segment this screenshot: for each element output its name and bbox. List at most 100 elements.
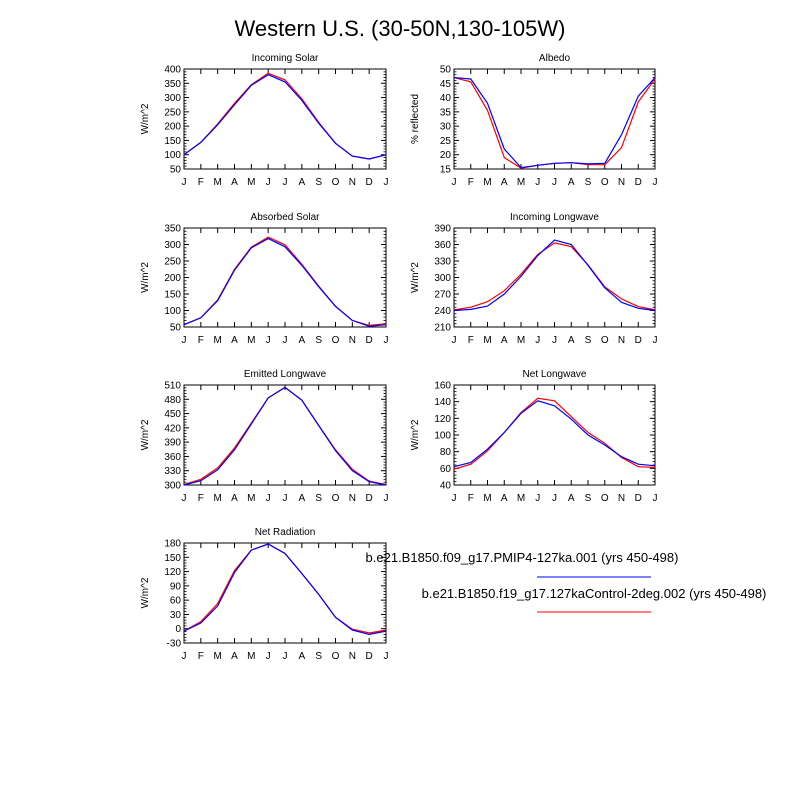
x-tick-label: J bbox=[283, 651, 288, 662]
x-tick-label: S bbox=[315, 177, 322, 188]
y-tick-label: 200 bbox=[164, 122, 181, 133]
y-tick-label: 300 bbox=[434, 273, 451, 284]
x-tick-label: M bbox=[213, 651, 221, 662]
x-tick-label: N bbox=[349, 651, 356, 662]
x-tick-label: F bbox=[468, 493, 474, 504]
figure-title: Western U.S. (30-50N,130-105W) bbox=[235, 16, 566, 41]
x-tick-label: M bbox=[483, 177, 491, 188]
x-tick-label: D bbox=[366, 335, 373, 346]
y-tick-label: 360 bbox=[434, 240, 451, 251]
x-tick-label: N bbox=[349, 177, 356, 188]
x-tick-label: F bbox=[198, 651, 204, 662]
x-tick-label: A bbox=[298, 177, 305, 188]
x-tick-label: O bbox=[332, 177, 340, 188]
y-tick-label: 180 bbox=[164, 539, 181, 550]
legend-label-1: b.e21.B1850.f09_g17.PMIP4-127ka.001 (yrs… bbox=[366, 550, 679, 565]
x-tick-label: O bbox=[601, 335, 609, 346]
series-line-1 bbox=[453, 400, 656, 468]
y-axis-label: W/m^2 bbox=[410, 419, 421, 450]
y-axis-label: W/m^2 bbox=[140, 103, 151, 134]
x-tick-label: S bbox=[585, 177, 592, 188]
y-tick-label: 120 bbox=[434, 414, 451, 425]
x-tick-label: J bbox=[266, 177, 271, 188]
y-tick-label: 390 bbox=[164, 438, 181, 449]
x-tick-label: J bbox=[384, 177, 389, 188]
x-tick-label: A bbox=[298, 493, 305, 504]
x-tick-label: A bbox=[231, 493, 238, 504]
y-tick-label: 150 bbox=[164, 136, 181, 147]
y-tick-label: 80 bbox=[440, 447, 452, 458]
x-tick-label: J bbox=[552, 493, 557, 504]
y-tick-label: 35 bbox=[440, 107, 452, 118]
y-tick-label: 510 bbox=[164, 381, 181, 392]
x-tick-label: F bbox=[198, 493, 204, 504]
legend-label-2: b.e21.B1850.f19_g17.127kaControl-2deg.00… bbox=[422, 586, 767, 601]
x-tick-label: J bbox=[283, 177, 288, 188]
x-tick-label: N bbox=[618, 335, 625, 346]
x-tick-label: D bbox=[366, 493, 373, 504]
x-tick-label: A bbox=[231, 177, 238, 188]
y-tick-label: 0 bbox=[175, 624, 181, 635]
x-tick-label: O bbox=[601, 493, 609, 504]
series-line-1 bbox=[183, 237, 387, 327]
series-line-1 bbox=[183, 386, 387, 486]
y-tick-label: 140 bbox=[434, 397, 451, 408]
panel-3: Absorbed Solar W/m^2 50 100 150 200 250 300 350 J… bbox=[140, 212, 389, 346]
x-tick-label: J bbox=[653, 493, 658, 504]
y-tick-label: 100 bbox=[164, 306, 181, 317]
x-tick-label: S bbox=[315, 493, 322, 504]
y-tick-label: 420 bbox=[164, 423, 181, 434]
x-tick-label: J bbox=[452, 335, 457, 346]
series-line-2 bbox=[453, 242, 656, 311]
x-tick-label: J bbox=[552, 177, 557, 188]
x-tick-label: J bbox=[452, 493, 457, 504]
x-tick-label: A bbox=[298, 335, 305, 346]
x-tick-label: M bbox=[483, 493, 491, 504]
x-tick-label: N bbox=[349, 493, 356, 504]
x-tick-label: J bbox=[266, 651, 271, 662]
y-tick-label: 210 bbox=[434, 323, 451, 334]
x-tick-label: J bbox=[535, 335, 540, 346]
legend: b.e21.B1850.f09_g17.PMIP4-127ka.001 (yrs… bbox=[366, 550, 767, 613]
panel-title: Incoming Longwave bbox=[510, 212, 599, 223]
x-tick-label: J bbox=[182, 651, 187, 662]
x-tick-label: J bbox=[182, 177, 187, 188]
y-axis-label: W/m^2 bbox=[140, 419, 151, 450]
x-tick-label: D bbox=[366, 177, 373, 188]
y-tick-label: 160 bbox=[434, 381, 451, 392]
x-tick-label: M bbox=[517, 177, 525, 188]
x-tick-label: M bbox=[517, 335, 525, 346]
x-tick-label: F bbox=[198, 177, 204, 188]
x-tick-label: O bbox=[332, 651, 340, 662]
y-tick-label: 360 bbox=[164, 452, 181, 463]
x-tick-label: J bbox=[283, 493, 288, 504]
panel-title: Incoming Solar bbox=[252, 53, 319, 64]
x-tick-label: M bbox=[247, 651, 255, 662]
y-tick-label: 250 bbox=[164, 107, 181, 118]
y-tick-label: 200 bbox=[164, 273, 181, 284]
x-tick-label: A bbox=[501, 177, 508, 188]
y-tick-label: 60 bbox=[170, 596, 182, 607]
series-line-1 bbox=[183, 74, 387, 160]
x-tick-label: F bbox=[468, 177, 474, 188]
y-tick-label: 20 bbox=[440, 150, 452, 161]
x-tick-label: D bbox=[366, 651, 373, 662]
x-tick-label: O bbox=[332, 493, 340, 504]
y-tick-label: -30 bbox=[167, 639, 182, 650]
x-tick-label: A bbox=[231, 335, 238, 346]
y-tick-label: 150 bbox=[164, 290, 181, 301]
y-tick-label: 150 bbox=[164, 553, 181, 564]
x-tick-label: O bbox=[601, 177, 609, 188]
y-tick-label: 390 bbox=[434, 224, 451, 235]
panels-group: Incoming SolarW/m^2501001502002503003504… bbox=[140, 53, 658, 662]
y-axis-label: W/m^2 bbox=[140, 577, 151, 608]
x-tick-label: S bbox=[315, 335, 322, 346]
series-line-1 bbox=[453, 239, 656, 312]
x-tick-label: J bbox=[384, 335, 389, 346]
y-tick-label: 25 bbox=[440, 136, 452, 147]
x-tick-label: F bbox=[468, 335, 474, 346]
y-tick-label: 100 bbox=[164, 150, 181, 161]
panel-4: Incoming Longwave W/m^2 210 240 270 300 330 360… bbox=[410, 212, 658, 346]
